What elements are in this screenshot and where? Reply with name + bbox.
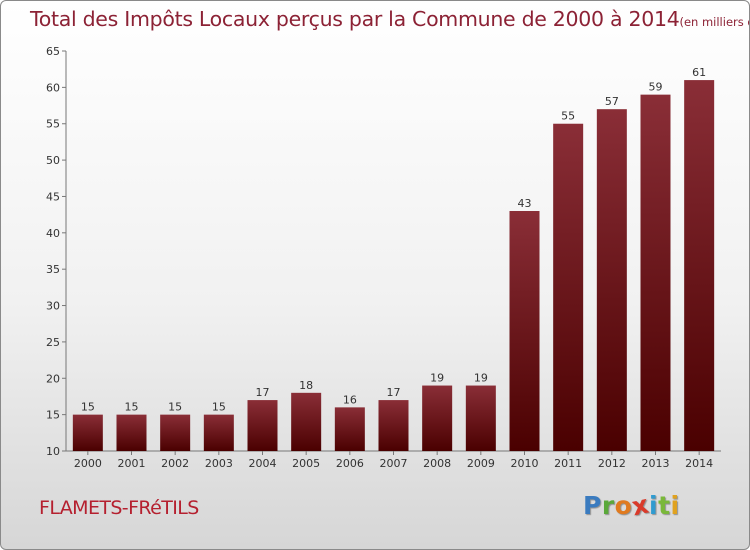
x-tick-label: 2012 [598,457,626,470]
data-label: 15 [212,401,226,414]
x-tick-label: 2003 [205,457,233,470]
x-tick-label: 2004 [249,457,277,470]
x-tick-label: 2013 [642,457,670,470]
y-tick-label: 15 [46,409,60,422]
data-label: 15 [125,401,139,414]
bar [596,109,627,451]
y-tick-label: 55 [46,118,60,131]
x-tick-label: 2000 [74,457,102,470]
y-tick-label: 50 [46,154,60,167]
x-tick-label: 2014 [685,457,713,470]
y-tick-label: 10 [46,445,60,458]
data-label: 19 [474,372,488,385]
x-tick-label: 2011 [554,457,582,470]
bar [160,414,191,451]
bar [291,392,322,451]
data-label: 15 [168,401,182,414]
data-label: 43 [518,197,532,210]
x-tick-label: 2009 [467,457,495,470]
logo-letter: t [658,491,671,520]
y-tick-label: 30 [46,300,60,313]
bar [422,385,453,451]
data-label: 17 [256,386,270,399]
x-tick-label: 2007 [380,457,408,470]
bar [465,385,496,451]
commune-name: FLAMETS-FRéTILS [39,497,199,519]
data-label: 17 [387,386,401,399]
data-label: 18 [299,379,313,392]
y-tick-label: 60 [46,81,60,94]
x-tick-label: 2008 [423,457,451,470]
x-tick-label: 2006 [336,457,364,470]
data-label: 57 [605,95,619,108]
title-row: Total des Impôts Locaux perçus par la Co… [30,7,749,31]
data-label: 55 [561,110,575,123]
y-tick-label: 40 [46,227,60,240]
x-tick-label: 2010 [511,457,539,470]
bar [378,400,409,451]
bar [553,123,584,452]
bars [72,80,715,452]
bar [72,414,103,451]
logo-letter: r [601,491,615,520]
bar [509,211,540,451]
y-tick-label: 25 [46,336,60,349]
logo-letter: o [614,491,633,520]
bar [334,407,365,451]
data-label: 59 [649,81,663,94]
labels: 15 15 15 15 17 18 16 17 19 19 43 55 57 59 61 [81,66,706,414]
x-tick-label: 2001 [118,457,146,470]
logo-letter: i [670,491,680,520]
x-tick-label: 2005 [292,457,320,470]
y-tick-label: 45 [46,190,60,203]
logo-letter: P [583,491,602,520]
axes: 10 15 20 25 30 35 40 45 50 55 60 65 2000 2001 2002 2003… [46,45,721,470]
chart-title: Total des Impôts Locaux perçus par la Co… [30,7,680,31]
data-label: 19 [430,372,444,385]
bar [116,414,147,451]
bar [203,414,234,451]
data-label: 61 [692,66,706,79]
y-tick-label: 35 [46,263,60,276]
bar [247,400,278,451]
bar [684,80,715,451]
data-label: 16 [343,393,357,406]
y-tick-label: 20 [46,372,60,385]
proxiti-logo[interactable]: Proxiti [583,490,680,522]
y-tick-label: 65 [46,45,60,58]
logo-letter: i [649,491,659,520]
x-tick-label: 2002 [161,457,189,470]
bar [640,94,671,452]
data-label: 15 [81,401,95,414]
chart-subtitle: (en milliers d'€) [679,15,749,29]
